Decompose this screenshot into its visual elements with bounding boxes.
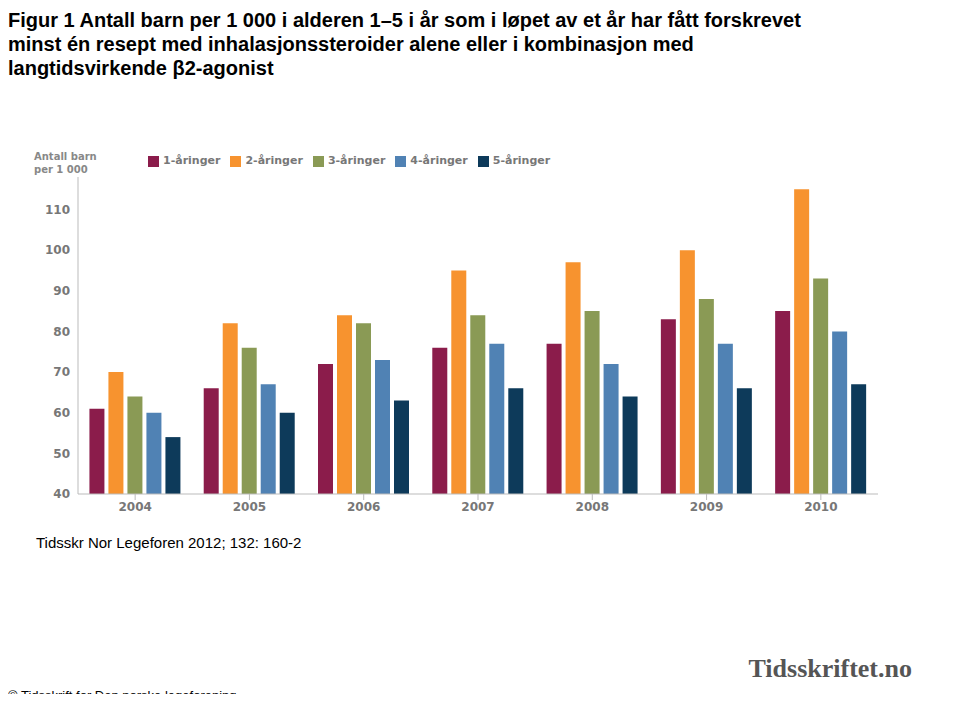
svg-text:70: 70 bbox=[53, 365, 70, 379]
html-text:5-åringer: 5-åringer bbox=[492, 154, 551, 167]
svg-text:2006: 2006 bbox=[347, 500, 380, 514]
html-text:3-åringer: 3-åringer bbox=[327, 154, 386, 167]
svg-text:2009: 2009 bbox=[690, 500, 723, 514]
svg-text:60: 60 bbox=[53, 406, 70, 420]
svg-text:2005: 2005 bbox=[233, 500, 266, 514]
html-text:Antall barn per 1 000: Antall barn per 1 000 bbox=[34, 151, 97, 175]
svg-text:50: 50 bbox=[53, 447, 70, 461]
svg-text:2004: 2004 bbox=[118, 500, 151, 514]
html-text:© Tidsskrift for Den norske le: © Tidsskrift for Den norske legeforening bbox=[8, 688, 237, 702]
svg-text:2010: 2010 bbox=[804, 500, 837, 514]
svg-text:40: 40 bbox=[53, 487, 70, 501]
svg-text:2007: 2007 bbox=[461, 500, 494, 514]
html-text:Tidsskriftet.no: Tidsskriftet.no bbox=[748, 654, 912, 683]
svg-text:80: 80 bbox=[53, 325, 70, 339]
svg-text:90: 90 bbox=[53, 284, 70, 298]
svg-text:110: 110 bbox=[45, 203, 70, 217]
html-text:Tidsskr Nor Legeforen 2012; 13: Tidsskr Nor Legeforen 2012; 132: 160-2 bbox=[36, 534, 302, 551]
svg-text:100: 100 bbox=[45, 243, 70, 257]
html-text:4-åringer: 4-åringer bbox=[410, 154, 468, 167]
html-text:2-åringer: 2-åringer bbox=[245, 154, 303, 167]
html-text:1-åringer: 1-åringer bbox=[163, 154, 221, 167]
svg-text:2008: 2008 bbox=[576, 500, 609, 514]
html-text:Figur 1 Antall barn per 1 000: Figur 1 Antall barn per 1 000 i alderen … bbox=[8, 9, 801, 79]
